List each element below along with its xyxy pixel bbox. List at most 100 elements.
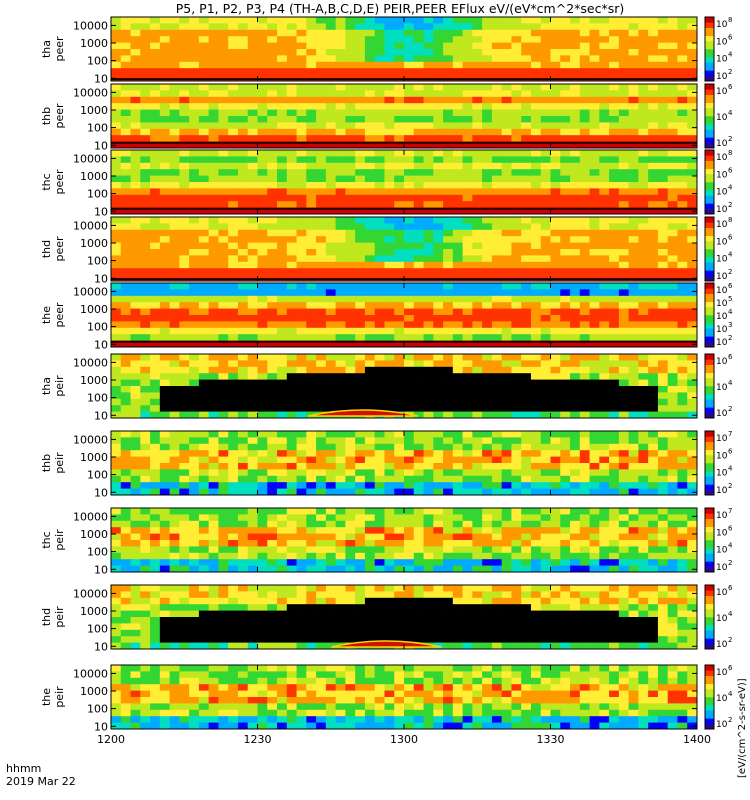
spectrogram-cell	[208, 398, 219, 406]
spectrogram-cell	[189, 456, 200, 464]
spectrogram-cell	[140, 315, 151, 322]
spectrogram-cell	[667, 255, 678, 263]
spectrogram-cell	[228, 411, 239, 419]
spectrogram-cell	[179, 552, 190, 560]
spectrogram-cell	[296, 229, 307, 237]
spectrogram-cell	[140, 321, 151, 329]
spectrogram-cell	[296, 482, 307, 489]
spectrogram-cell	[179, 55, 190, 63]
spectrogram-cell	[570, 431, 581, 438]
spectrogram-cell	[667, 175, 678, 183]
spectrogram-cell	[540, 437, 551, 445]
spectrogram-cell	[452, 334, 463, 341]
spectrogram-cell	[511, 450, 522, 457]
spectrogram-cell	[325, 135, 336, 142]
spectrogram-cell	[462, 194, 473, 202]
spectrogram-cell	[120, 405, 131, 412]
spectrogram-cell	[433, 302, 444, 309]
spectrogram-cell	[179, 23, 190, 31]
spectrogram-cell	[394, 508, 405, 515]
spectrogram-cell	[218, 182, 229, 189]
spectrogram-cell	[267, 482, 278, 489]
spectrogram-cell	[570, 128, 581, 136]
spectrogram-cell	[286, 540, 297, 547]
spectrogram-cell	[306, 255, 317, 263]
spectrogram-cell	[521, 109, 532, 117]
spectrogram-cell	[237, 128, 249, 136]
spectrogram-cell	[609, 398, 620, 406]
spectrogram-cell	[657, 109, 668, 117]
spectrogram-cell	[511, 42, 522, 50]
spectrogram-cell	[540, 373, 551, 380]
spectrogram-cell	[228, 229, 239, 237]
spectrogram-cell	[277, 559, 288, 566]
spectrogram-cell	[228, 283, 239, 290]
spectrogram-cell	[501, 84, 512, 91]
spectrogram-cell	[501, 302, 512, 309]
spectrogram-cell	[335, 437, 346, 445]
spectrogram-cell	[325, 261, 336, 269]
spectrogram-cell	[521, 450, 532, 457]
spectrogram-cell	[277, 90, 288, 98]
spectrogram-cell	[423, 236, 434, 243]
spectrogram-cell	[355, 156, 366, 164]
spectrogram-cell	[325, 340, 336, 348]
spectrogram-cell	[228, 182, 239, 189]
y-tick-label: 10	[94, 272, 108, 285]
spectrogram-cell	[198, 188, 209, 196]
spectrogram-cell	[452, 135, 463, 142]
spectrogram-cell	[491, 194, 502, 202]
spectrogram-cell	[560, 23, 571, 31]
spectrogram-cell	[257, 302, 268, 309]
spectrogram-cell	[589, 29, 600, 37]
spectrogram-cell	[335, 217, 346, 224]
spectrogram-cell	[218, 373, 229, 380]
spectrogram-cell	[189, 55, 200, 63]
spectrogram-cell	[443, 135, 454, 142]
spectrogram-cell	[589, 289, 600, 297]
spectrogram-cell	[169, 122, 180, 130]
spectrogram-cell	[345, 217, 356, 224]
spectrogram-cell	[316, 398, 327, 406]
spectrogram-cell	[491, 49, 502, 56]
colorbar-step	[705, 307, 714, 310]
spectrogram-cell	[277, 68, 288, 75]
spectrogram-cell	[599, 373, 610, 380]
spectrogram-cell	[218, 540, 229, 547]
spectrogram-cell	[472, 443, 483, 451]
spectrogram-cell	[247, 514, 258, 522]
spectrogram-cell	[355, 194, 366, 202]
spectrogram-cell	[433, 156, 444, 164]
spectrogram-cell	[687, 122, 698, 130]
spectrogram-cell	[198, 261, 209, 269]
spectrogram-cell	[179, 201, 190, 208]
colorbar-tick-label: 10	[716, 87, 728, 97]
spectrogram-cell	[150, 379, 161, 387]
spectrogram-cell	[423, 289, 434, 297]
spectrogram-cell	[599, 386, 610, 393]
spectrogram-cell	[306, 283, 317, 290]
spectrogram-cell	[423, 182, 434, 189]
spectrogram-cell	[472, 223, 483, 231]
spectrogram-cell	[667, 488, 678, 496]
spectrogram-cell	[325, 327, 336, 335]
spectrogram-cell	[296, 437, 307, 445]
spectrogram-cell	[462, 150, 473, 157]
spectrogram-cell	[579, 156, 590, 164]
spectrogram-cell	[355, 527, 366, 534]
colorbar-step	[705, 331, 714, 334]
spectrogram-cell	[482, 122, 493, 130]
spectrogram-cell	[159, 475, 170, 483]
spectrogram-cell	[677, 334, 688, 341]
spectrogram-cell	[247, 268, 258, 275]
spectrogram-cell	[179, 411, 190, 419]
spectrogram-cell	[325, 128, 336, 136]
spectrogram-cell	[579, 302, 590, 309]
spectrogram-cell	[198, 520, 209, 528]
spectrogram-cell	[140, 431, 151, 438]
spectrogram-cell	[443, 207, 454, 215]
spectrogram-cell	[247, 128, 258, 136]
spectrogram-cell	[355, 249, 366, 256]
spectrogram-cell	[609, 340, 620, 348]
spectrogram-cell	[599, 109, 610, 117]
